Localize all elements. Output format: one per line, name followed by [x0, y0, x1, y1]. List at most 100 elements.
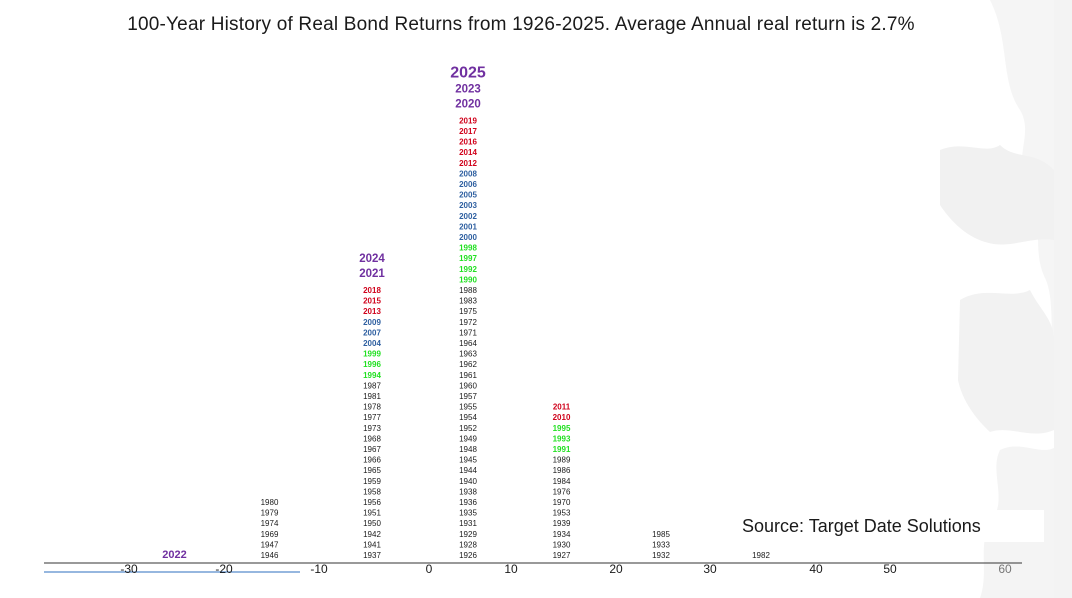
year-label: 1929: [459, 530, 477, 539]
x-tick-label: 60: [998, 562, 1012, 576]
year-label: 2009: [363, 318, 381, 327]
year-label: 2018: [363, 286, 381, 295]
year-label: 1968: [363, 434, 381, 443]
year-label: 2014: [459, 148, 477, 157]
year-label: 1950: [363, 519, 381, 528]
year-label: 2011: [553, 403, 571, 412]
year-label: 1993: [553, 434, 571, 443]
year-label: 1945: [459, 456, 477, 465]
histogram-bin: 2022: [162, 549, 186, 561]
year-label: 2002: [459, 212, 477, 221]
year-label: 2023: [455, 83, 481, 95]
year-label: 1980: [261, 498, 279, 507]
year-label: 2001: [459, 222, 477, 231]
year-label: 2025: [450, 64, 486, 81]
year-label: 1930: [553, 540, 571, 549]
year-label: 1990: [459, 275, 477, 284]
year-label: 2020: [455, 98, 481, 110]
year-label: 1932: [652, 551, 670, 560]
year-label: 1955: [459, 403, 477, 412]
year-label: 1939: [553, 519, 571, 528]
x-tick-label: 30: [703, 562, 717, 576]
year-label: 1999: [363, 350, 381, 359]
year-label: 1944: [459, 466, 477, 475]
year-label: 1974: [261, 519, 279, 528]
year-label: 2003: [459, 201, 477, 210]
year-label: 1978: [363, 403, 381, 412]
year-label: 1965: [363, 466, 381, 475]
year-label: 1992: [459, 265, 477, 274]
x-tick-label: 0: [426, 562, 433, 576]
year-label: 1926: [459, 551, 477, 560]
x-tick-label: 10: [504, 562, 518, 576]
year-label: 1963: [459, 350, 477, 359]
year-label: 1984: [553, 477, 571, 486]
year-label: 1986: [553, 466, 571, 475]
year-label: 1982: [752, 551, 770, 560]
year-label: 1975: [459, 307, 477, 316]
year-label: 1964: [459, 339, 477, 348]
x-tick-label: 40: [809, 562, 823, 576]
year-label: 1988: [459, 286, 477, 295]
year-label: 1985: [652, 530, 670, 539]
year-label: 1961: [459, 371, 477, 380]
year-label: 1931: [459, 519, 477, 528]
year-label: 1947: [261, 540, 279, 549]
year-label: 1995: [553, 424, 571, 433]
year-label: 1998: [459, 244, 477, 253]
year-label: 1979: [261, 509, 279, 518]
year-label: 1928: [459, 540, 477, 549]
year-label: 2022: [162, 549, 186, 561]
year-label: 1967: [363, 445, 381, 454]
year-label: 1938: [459, 487, 477, 496]
year-label: 1972: [459, 318, 477, 327]
year-label: 2007: [363, 328, 381, 337]
x-tick-label: -10: [310, 562, 328, 576]
year-label: 1973: [363, 424, 381, 433]
year-label: 1946: [261, 551, 279, 560]
year-label: 1969: [261, 530, 279, 539]
year-label: 1983: [459, 297, 477, 306]
year-label: 1989: [553, 456, 571, 465]
year-label: 1970: [553, 498, 571, 507]
year-label: 2005: [459, 191, 477, 200]
year-label: 1960: [459, 381, 477, 390]
year-label: 2006: [459, 180, 477, 189]
year-label: 2019: [459, 116, 477, 125]
year-label: 1951: [363, 509, 381, 518]
year-label: 1941: [363, 540, 381, 549]
year-label: 1954: [459, 413, 477, 422]
year-label: 1933: [652, 540, 670, 549]
year-label: 1936: [459, 498, 477, 507]
x-tick-label: -30: [120, 562, 138, 576]
year-label: 2012: [459, 159, 477, 168]
year-label: 1981: [363, 392, 381, 401]
year-label: 1977: [363, 413, 381, 422]
year-label: 1966: [363, 456, 381, 465]
year-label: 1942: [363, 530, 381, 539]
year-label: 2015: [363, 297, 381, 306]
source-note: Source: Target Date Solutions: [736, 510, 1044, 542]
year-label: 2004: [363, 339, 381, 348]
year-label: 1949: [459, 434, 477, 443]
year-label: 1937: [363, 551, 381, 560]
year-label: 2013: [363, 307, 381, 316]
year-label: 1957: [459, 392, 477, 401]
year-label: 1994: [363, 371, 381, 380]
year-label: 1952: [459, 424, 477, 433]
year-label: 1991: [553, 445, 571, 454]
year-label: 1948: [459, 445, 477, 454]
chart-title: 100-Year History of Real Bond Returns fr…: [127, 14, 915, 35]
year-label: 1959: [363, 477, 381, 486]
year-label: 1997: [459, 254, 477, 263]
year-label: 2016: [459, 138, 477, 147]
year-label: 2024: [359, 253, 385, 265]
year-label: 2017: [459, 127, 477, 136]
x-tick-label: -20: [215, 562, 233, 576]
